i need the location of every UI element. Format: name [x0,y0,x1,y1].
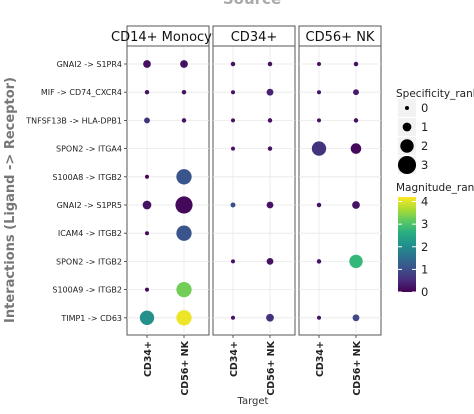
data-point [353,61,359,67]
data-point [144,89,150,95]
y-tick-label: ICAM4 -> ITGB2 [58,229,122,238]
data-point [230,202,236,208]
panel-background [126,45,210,336]
data-point [316,259,322,264]
data-point [176,169,192,185]
facet-panel: CD56+ NK [298,25,382,336]
size-legend-dot [405,106,409,110]
y-tick-label: TIMP1 -> CD63 [60,314,122,323]
facet-panel: CD34+ [212,25,296,336]
data-point [175,196,193,214]
colorbar [398,197,416,292]
y-tick-label: TNFSF13B -> HLA-DPB1 [25,116,122,125]
data-point [352,201,360,209]
facet-strip-label: CD34+ [231,30,278,45]
y-tick-label: SPON2 -> ITGB2 [56,257,122,266]
colorbar-label: 1 [421,262,428,276]
data-point [266,88,274,96]
data-point [181,118,187,123]
data-point [142,200,152,210]
colorbar-label: 2 [421,240,428,254]
data-point [231,90,235,95]
facet-strip-label: CD14+ Monocyte [111,30,225,45]
data-point [267,61,273,67]
data-point [145,174,149,179]
data-point [230,61,236,67]
facet-strip-label: CD56+ NK [306,30,375,45]
data-point [180,60,188,68]
chart-title: Source [223,0,281,8]
facet-strip [212,25,296,47]
data-point [144,117,150,124]
data-point [311,141,327,156]
data-point [352,314,360,322]
x-tick-label: CD56+ NK [266,340,277,395]
data-point [266,257,274,265]
data-point [350,143,362,154]
facet-strip [126,25,210,47]
colorbar-label: 3 [421,217,428,231]
data-point [353,118,359,123]
x-tick-label: CD34+ [143,341,154,377]
x-tick-label: CD34+ [315,341,326,377]
data-point [139,310,155,325]
size-legend-label: 1 [421,120,428,134]
colorbar-label: 4 [421,195,428,209]
data-point [176,225,192,241]
data-point [231,118,235,123]
data-point [267,118,273,123]
data-point [349,254,363,269]
data-point [145,231,149,236]
color-legend: Magnitude_rank 4 3 2 1 0 [396,182,474,299]
facet-strip [298,25,382,47]
data-point [316,202,322,208]
colorbar-label: 0 [421,285,428,299]
size-legend: Specificity_rank 0 1 2 3 [396,88,474,175]
x-tick-label: CD56+ NK [180,340,191,395]
panel-background [298,45,382,336]
x-tick-label: CD56+ NK [352,340,363,395]
y-tick-label: GNAI2 -> S1PR5 [57,201,122,210]
y-tick-label: SPON2 -> ITGA4 [56,145,122,154]
data-point [317,62,321,66]
data-point [231,146,235,151]
data-point [317,90,321,95]
size-legend-label: 2 [421,139,428,153]
data-point [145,287,149,292]
data-point [317,315,321,320]
facet-panel: CD14+ Monocyte [111,25,225,336]
y-tick-label: MIF -> CD74_CXCR4 [41,88,122,97]
size-legend-dot [400,139,414,153]
size-legend-title: Specificity_rank [396,88,474,100]
data-point [143,60,151,68]
y-tick-label: GNAI2 -> S1PR4 [57,60,122,69]
data-point [231,259,235,264]
data-point [176,281,192,298]
data-point [317,118,321,123]
color-legend-title: Magnitude_rank [396,182,474,194]
x-tick-label: CD34+ [229,341,240,377]
data-point [353,89,359,96]
data-point [266,313,274,322]
y-axis-title: Interactions (Ligand -> Receptor) [3,77,18,323]
data-point [181,89,187,95]
panel-background [212,45,296,336]
data-point [267,146,273,151]
size-legend-dot [397,155,417,175]
y-tick-label: S100A8 -> ITGB2 [52,173,122,182]
data-point [176,310,192,326]
data-point [266,201,274,209]
size-legend-dot [402,122,412,132]
y-tick-label: S100A9 -> ITGB2 [52,286,122,295]
data-point [231,315,235,320]
size-legend-label: 0 [421,101,428,115]
size-legend-label: 3 [421,158,428,172]
x-axis-title: Target [237,396,269,407]
